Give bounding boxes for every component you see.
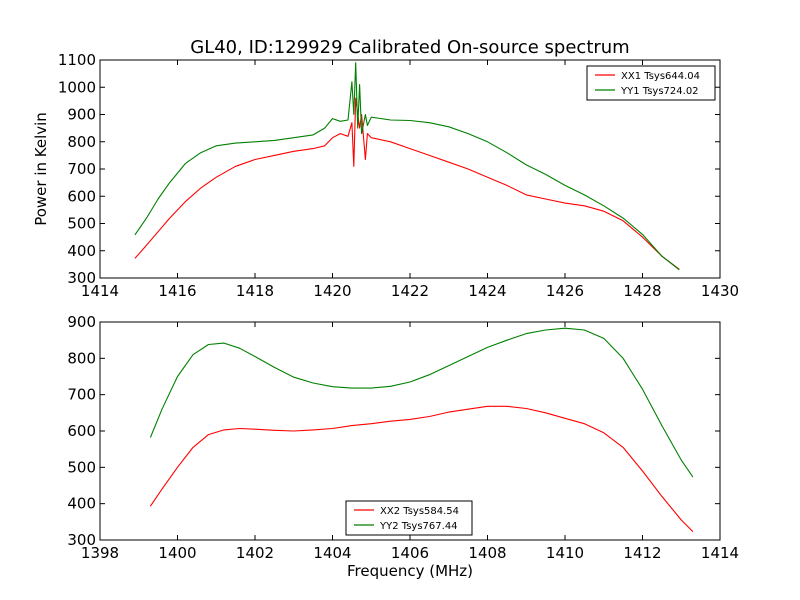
y-tick-label: 1000 <box>58 78 96 96</box>
y-tick-label: 600 <box>67 187 96 205</box>
y-tick-label: 300 <box>67 531 96 549</box>
legend-label: YY1 Tsys724.02 <box>620 86 699 97</box>
x-tick-label: 1410 <box>546 544 584 562</box>
y-tick-label: 600 <box>67 422 96 440</box>
legend-label: XX1 Tsys644.04 <box>621 71 700 82</box>
x-tick-label: 1408 <box>468 544 506 562</box>
x-tick-label: 1406 <box>391 544 429 562</box>
x-tick-label: 1414 <box>81 282 119 300</box>
x-tick-label: 1400 <box>158 544 196 562</box>
y-tick-label: 500 <box>67 458 96 476</box>
x-tick-label: 1404 <box>313 544 351 562</box>
y-tick-label: 400 <box>67 495 96 513</box>
chart-title: GL40, ID:129929 Calibrated On-source spe… <box>190 37 629 58</box>
y-tick-label: 700 <box>67 386 96 404</box>
y-axis-label: Power in Kelvin <box>32 112 50 226</box>
x-tick-label: 1422 <box>391 282 429 300</box>
y-tick-label: 800 <box>67 349 96 367</box>
x-axis-label: Frequency (MHz) <box>347 562 473 580</box>
legend: XX2 Tsys584.54 YY2 Tsys767.44 <box>345 500 473 536</box>
legend-box <box>586 65 716 101</box>
legend-label: YY2 Tsys767.44 <box>379 521 458 532</box>
x-tick-label: 1420 <box>313 282 351 300</box>
x-tick-label: 1402 <box>236 544 274 562</box>
series-lines <box>134 62 680 271</box>
series-line-red <box>149 405 694 532</box>
bottom-panel: 1398 1400 1402 1404 1406 1408 1410 1412 1414 300 4… <box>67 313 739 580</box>
x-tick-label: 1426 <box>546 282 584 300</box>
legend-box <box>345 500 473 536</box>
x-tick-label: 1430 <box>701 282 739 300</box>
x-tick-label: 1424 <box>468 282 506 300</box>
y-tick-label: 900 <box>67 106 96 124</box>
y-tick-label: 500 <box>67 215 96 233</box>
x-tick-label: 1398 <box>81 544 119 562</box>
x-tick-label: 1428 <box>623 282 661 300</box>
series-line-green <box>134 62 680 271</box>
y-tick-label: 700 <box>67 160 96 178</box>
legend: XX1 Tsys644.04 YY1 Tsys724.02 <box>586 65 716 101</box>
x-tick-label: 1418 <box>236 282 274 300</box>
series-lines <box>149 327 694 532</box>
series-line-green <box>149 327 694 478</box>
y-tick-label: 300 <box>67 269 96 287</box>
x-tick-label: 1412 <box>623 544 661 562</box>
x-tick-label: 1416 <box>158 282 196 300</box>
y-tick-label: 400 <box>67 242 96 260</box>
legend-label: XX2 Tsys584.54 <box>380 506 459 517</box>
y-tick-label: 800 <box>67 133 96 151</box>
x-tick-label: 1414 <box>701 544 739 562</box>
y-tick-label: 900 <box>67 313 96 331</box>
y-tick-label: 1100 <box>58 51 96 69</box>
top-panel: 1414 1416 1418 1420 1422 1424 1426 1428 1430 300 4… <box>32 51 739 300</box>
